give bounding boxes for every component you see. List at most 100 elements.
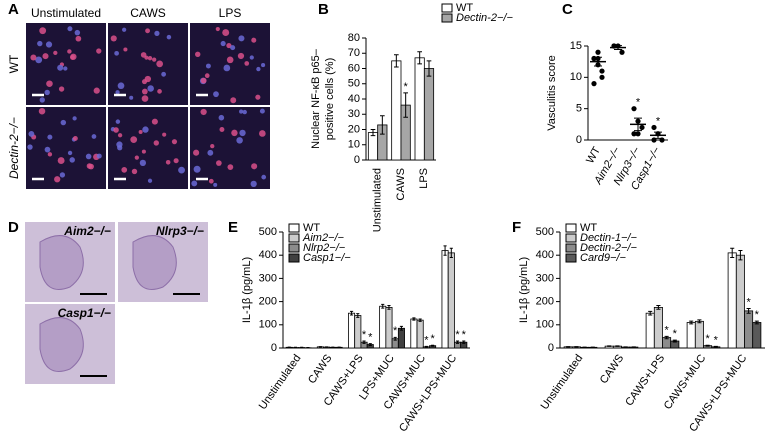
cell (60, 119, 67, 126)
cell (138, 130, 143, 135)
cell (123, 47, 128, 52)
bar (391, 60, 402, 161)
cell (44, 89, 50, 96)
significance: * (714, 334, 719, 346)
cell (256, 66, 261, 72)
x-tick-label: Unstimulated (257, 353, 304, 412)
cell (37, 40, 43, 47)
panel-label: D (8, 219, 19, 236)
y-tick-label: 70 (348, 47, 360, 59)
bar (653, 306, 663, 349)
column-label: CAWS (130, 6, 166, 20)
error-bar (648, 310, 653, 316)
cell (227, 164, 234, 171)
y-axis-label: positive cells (%) (324, 58, 336, 141)
cell (140, 52, 147, 58)
legend-swatch (441, 3, 453, 13)
bar (379, 305, 387, 349)
cell (46, 80, 53, 88)
point (619, 49, 625, 55)
x-tick-label: CAWS (306, 353, 335, 387)
error-bar (754, 320, 759, 325)
micrograph (190, 23, 270, 105)
cell (147, 56, 153, 61)
tissue (39, 235, 84, 290)
x-tick-label: LPS (418, 168, 430, 189)
cell (230, 45, 236, 51)
significance: * (404, 81, 409, 93)
cell (195, 51, 201, 58)
cell (239, 109, 244, 114)
y-tick-label: 5 (576, 103, 582, 115)
panel-label: A (8, 1, 19, 18)
cell (91, 134, 97, 139)
legend-label: WT (580, 222, 597, 234)
cell (259, 108, 265, 114)
cell (88, 163, 94, 170)
cell (153, 140, 159, 146)
significance: * (424, 334, 429, 346)
x-tick-label: CAWS+MUC (662, 352, 709, 411)
cell (141, 95, 149, 102)
y-tick-label: 300 (536, 272, 554, 284)
error-bar (381, 303, 385, 309)
point (599, 68, 605, 74)
error-bar (689, 320, 694, 325)
cell (113, 127, 119, 133)
error-bar (394, 54, 399, 68)
cell (75, 35, 82, 42)
cell (238, 35, 245, 42)
y-axis-label: Nuclear NF-κB p65– (310, 48, 322, 149)
cell (244, 61, 250, 66)
x-tick-label: Unstimulated (372, 168, 384, 232)
error-bar (370, 129, 376, 137)
cell (74, 29, 81, 36)
cell (72, 135, 78, 141)
image-label: Aim2−/− (63, 224, 111, 238)
cell (218, 114, 225, 121)
legend-swatch (288, 223, 300, 233)
cell (47, 134, 53, 140)
cell (173, 158, 179, 164)
cell (110, 35, 117, 42)
cell (251, 37, 257, 43)
cell (251, 163, 258, 170)
legend-label: Nlrp2−/− (303, 242, 346, 254)
cell (141, 88, 148, 95)
error-bar (387, 305, 391, 310)
cell (165, 159, 171, 165)
bar (752, 322, 762, 349)
cell (38, 107, 46, 115)
bar (354, 315, 362, 349)
panel-label: C (562, 1, 573, 18)
cell (259, 130, 266, 137)
cell (205, 63, 211, 69)
cell (130, 136, 138, 143)
micrograph (26, 23, 106, 105)
point (639, 124, 645, 131)
panel-label: E (228, 219, 238, 236)
error-bar (426, 60, 432, 77)
cell (57, 64, 64, 71)
cell (115, 119, 121, 124)
error-bar (449, 247, 453, 259)
bar (348, 312, 356, 349)
cell (219, 127, 225, 132)
cell (116, 141, 123, 148)
cell (178, 166, 185, 174)
cell (249, 55, 254, 60)
point (631, 131, 637, 137)
cell (131, 168, 138, 175)
cell (157, 89, 162, 94)
bar (416, 319, 424, 349)
cell (208, 178, 214, 184)
y-tick-label: 0 (576, 134, 582, 146)
cell (85, 153, 92, 160)
bar (423, 68, 435, 161)
legend-label: Dectin-2−/− (580, 242, 637, 254)
error-bar (705, 344, 710, 347)
legend-label: Casp1−/− (303, 252, 351, 264)
cell (58, 86, 65, 92)
error-bar (356, 313, 360, 318)
significance: * (462, 329, 467, 341)
